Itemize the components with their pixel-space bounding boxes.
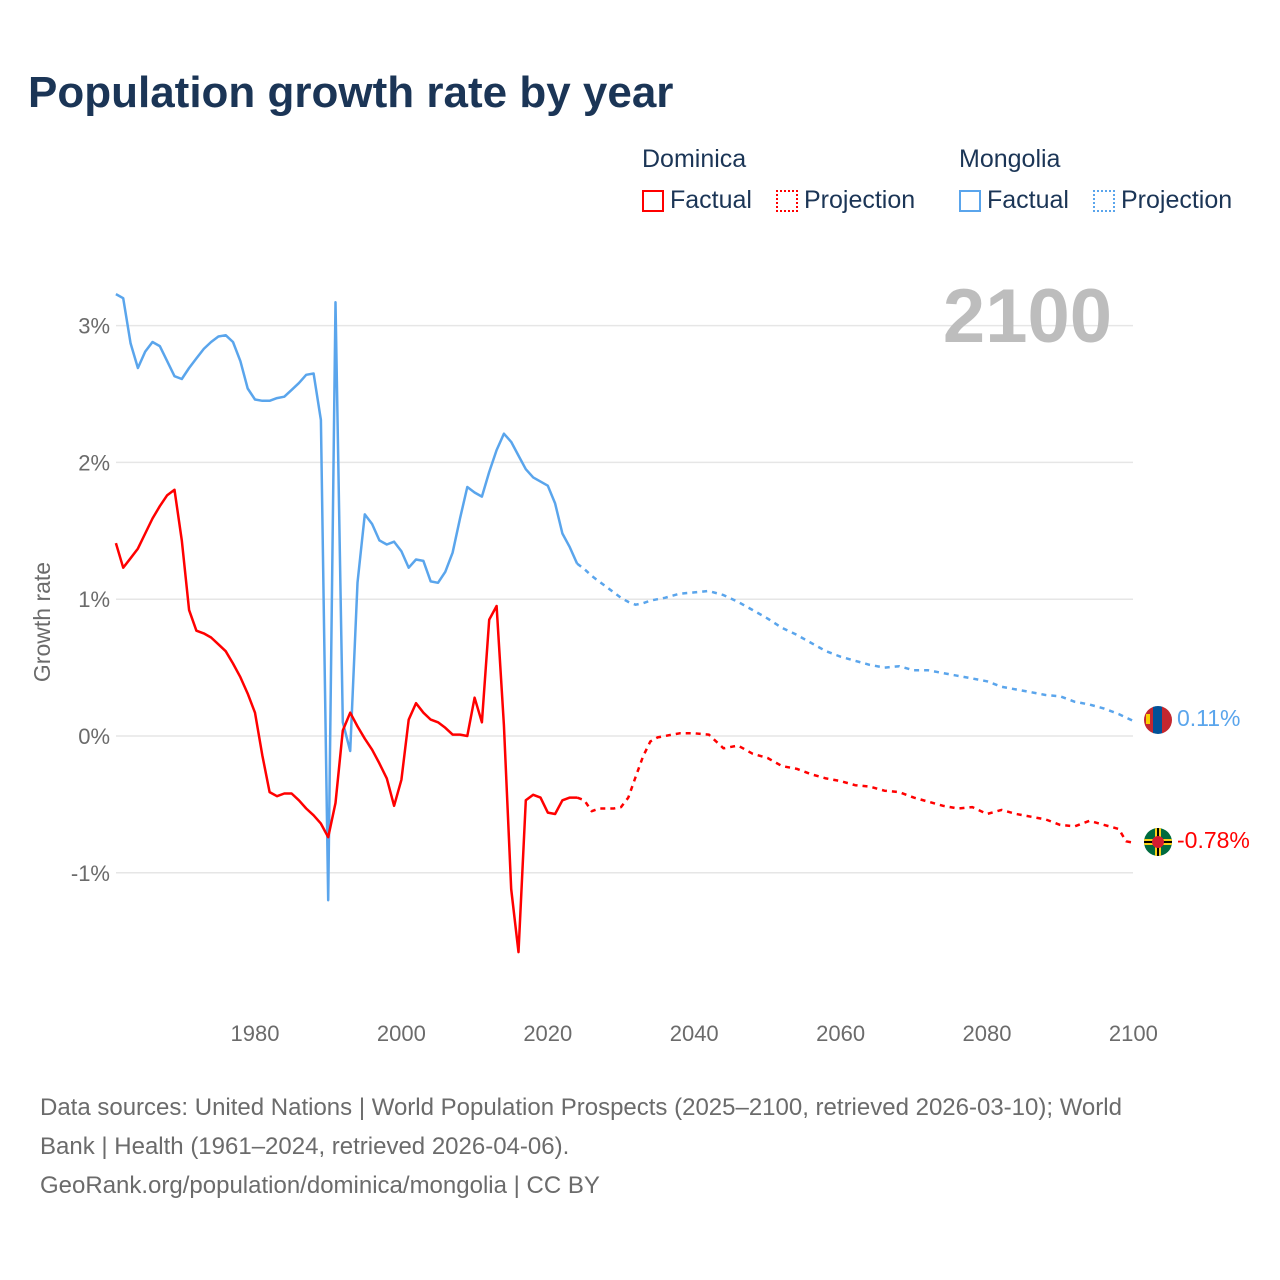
year-watermark: 2100 (943, 274, 1112, 359)
x-tick-label: 2100 (1109, 1021, 1158, 1046)
y-tick-label: 3% (78, 314, 110, 339)
legend-dominica-projection[interactable]: Projection (776, 186, 915, 215)
legend-swatch-solid (959, 189, 981, 212)
mongolia-factual-line (115, 293, 579, 902)
y-tick-label: 1% (78, 587, 110, 612)
footer: Data sources: United Nations | World Pop… (40, 1088, 1240, 1205)
mongolia-end-label: 0.11% (1177, 705, 1241, 731)
legend-group-dominica: Dominica (642, 145, 747, 173)
y-tick-label: -1% (71, 861, 110, 886)
dominica-end-label: -0.78% (1177, 827, 1250, 853)
y-tick-label: 2% (78, 450, 110, 475)
mongolia-flag-icon (1144, 706, 1172, 734)
plot-area: 3%2%1%0%-1%1980 2000 2020 2040 2060 2080 2100 … (29, 274, 1250, 1046)
x-tick-label: 2000 (377, 1021, 426, 1046)
legend-mongolia-projection[interactable]: Projection (1093, 186, 1232, 215)
y-axis-label: Growth rate (29, 562, 55, 682)
legend-label: Projection (804, 186, 916, 214)
mongolia-projection-line (576, 562, 1134, 723)
legend-mongolia-factual[interactable]: Factual (959, 186, 1069, 215)
x-tick-label: 2040 (670, 1021, 719, 1046)
legend-dominica-factual[interactable]: Factual (642, 186, 752, 215)
dominica-flag-icon (1144, 828, 1172, 856)
dominica-factual-line (114, 488, 578, 954)
x-tick-label: 2060 (816, 1021, 865, 1046)
footer-sources-line2: Bank | Health (1961–2024, retrieved 2026… (40, 1133, 570, 1160)
x-tick-label: 2080 (963, 1021, 1012, 1046)
legend-swatch-solid (642, 189, 664, 212)
legend-label: Factual (670, 186, 752, 214)
legend-label: Factual (987, 186, 1069, 214)
legend-swatch-dotted (776, 189, 798, 212)
dominica-projection-line (576, 732, 1134, 844)
legend-group-mongolia: Mongolia (959, 145, 1061, 173)
y-tick-label: 0% (78, 724, 110, 749)
legend-swatch-dotted (1093, 189, 1115, 212)
x-tick-label: 2020 (523, 1021, 572, 1046)
chart-title: Population growth rate by year (28, 68, 674, 117)
x-tick-label: 1980 (231, 1021, 280, 1046)
legend-label: Projection (1121, 186, 1233, 214)
footer-attribution-link[interactable]: GeoRank.org/population/dominica/mongolia… (40, 1172, 600, 1199)
footer-sources-line1: Data sources: United Nations | World Pop… (40, 1094, 1122, 1121)
